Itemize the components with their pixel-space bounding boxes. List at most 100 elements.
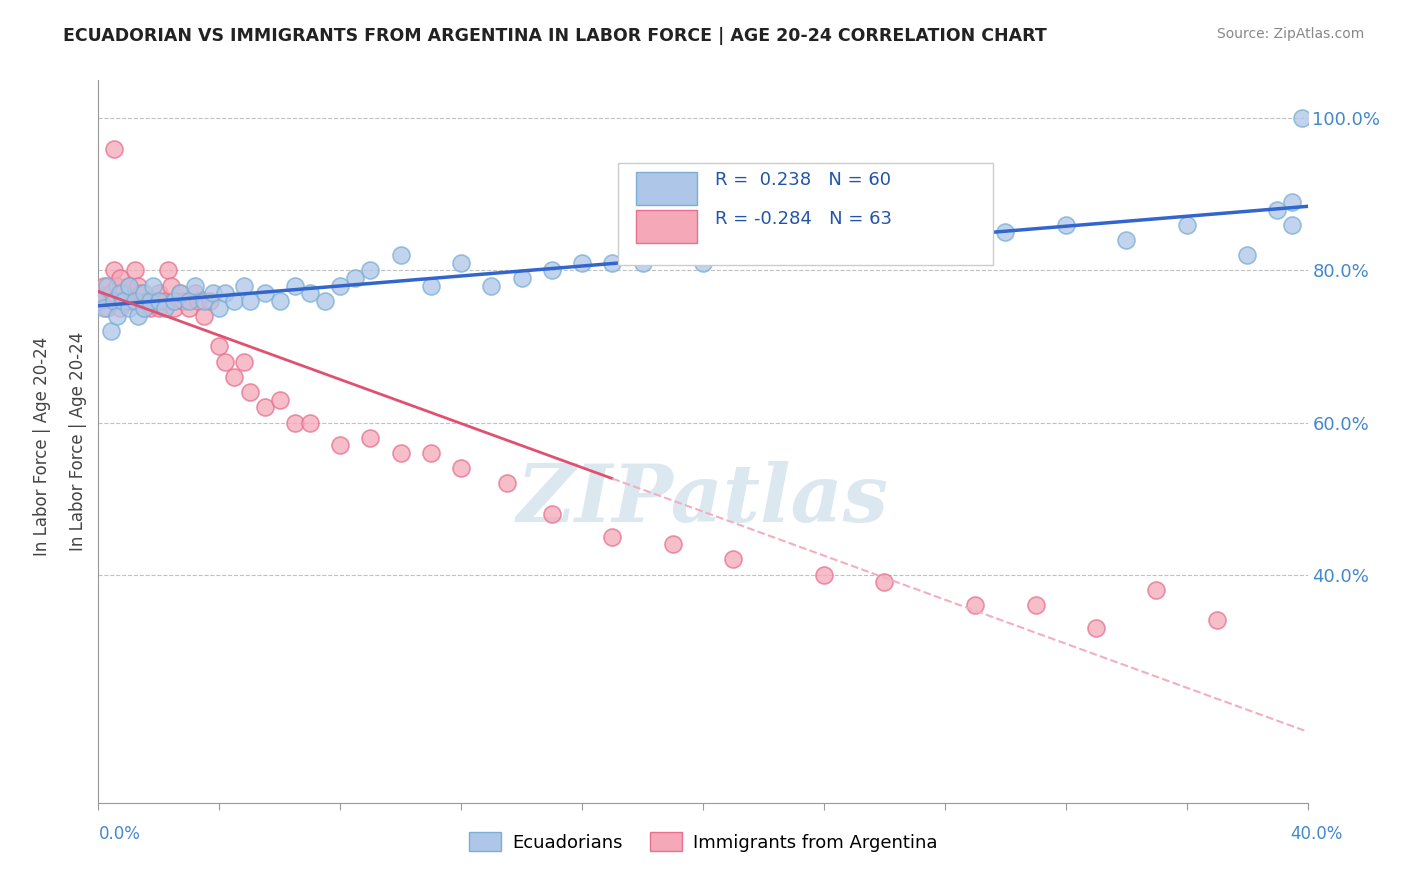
FancyBboxPatch shape — [637, 211, 697, 243]
Point — [139, 293, 162, 308]
Point — [200, 293, 222, 308]
Point — [1144, 582, 1167, 597]
Point — [314, 293, 336, 308]
Point — [111, 286, 134, 301]
Point — [108, 286, 131, 301]
Text: R =  0.238   N = 60: R = 0.238 N = 60 — [716, 171, 891, 189]
Point — [571, 256, 593, 270]
Point — [163, 301, 186, 316]
Point — [1281, 194, 1303, 209]
Point — [329, 438, 352, 452]
Point — [124, 263, 146, 277]
Point — [360, 263, 382, 277]
Point — [1236, 248, 1258, 262]
Point — [193, 293, 215, 308]
Point — [172, 293, 194, 308]
Point — [148, 293, 170, 308]
Point — [108, 301, 131, 316]
Point — [121, 293, 143, 308]
Point — [179, 301, 201, 316]
Point — [108, 271, 131, 285]
Point — [103, 263, 125, 277]
Point — [510, 271, 533, 285]
Point — [389, 446, 412, 460]
Point — [105, 278, 128, 293]
Point — [87, 286, 110, 301]
Point — [389, 248, 412, 262]
Point — [187, 293, 209, 308]
Point — [132, 286, 155, 301]
Point — [163, 293, 186, 308]
Point — [232, 354, 254, 368]
Point — [111, 293, 134, 308]
Text: Source: ZipAtlas.com: Source: ZipAtlas.com — [1216, 27, 1364, 41]
Point — [284, 416, 307, 430]
Point — [602, 256, 624, 270]
Point — [540, 507, 562, 521]
Point — [692, 256, 714, 270]
Point — [145, 293, 167, 308]
Point — [329, 278, 352, 293]
Point — [631, 256, 654, 270]
Point — [299, 416, 322, 430]
Point — [148, 286, 170, 301]
Point — [813, 567, 835, 582]
Point — [723, 552, 745, 566]
Point — [450, 461, 472, 475]
Point — [208, 301, 231, 316]
Text: In Labor Force | Age 20-24: In Labor Force | Age 20-24 — [34, 336, 51, 556]
Text: 0.0%: 0.0% — [98, 825, 141, 843]
Point — [965, 598, 987, 612]
Point — [103, 142, 125, 156]
Text: 40.0%: 40.0% — [1291, 825, 1343, 843]
Point — [253, 286, 276, 301]
Point — [420, 446, 443, 460]
Point — [1054, 218, 1077, 232]
Point — [132, 301, 155, 316]
Point — [124, 293, 146, 308]
Point — [1024, 598, 1046, 612]
Point — [1291, 112, 1313, 126]
Point — [239, 293, 262, 308]
Legend: Ecuadorians, Immigrants from Argentina: Ecuadorians, Immigrants from Argentina — [461, 825, 945, 859]
Point — [118, 278, 141, 293]
Point — [100, 324, 122, 338]
Point — [87, 293, 110, 308]
Point — [93, 301, 115, 316]
Point — [224, 293, 246, 308]
Point — [208, 339, 231, 353]
Point — [193, 309, 215, 323]
Point — [114, 293, 136, 308]
Point — [214, 286, 236, 301]
Point — [602, 530, 624, 544]
Point — [96, 301, 118, 316]
Y-axis label: In Labor Force | Age 20-24: In Labor Force | Age 20-24 — [69, 332, 87, 551]
Point — [253, 401, 276, 415]
Point — [1115, 233, 1137, 247]
Point — [93, 278, 115, 293]
Point — [224, 370, 246, 384]
Point — [153, 293, 176, 308]
Text: ECUADORIAN VS IMMIGRANTS FROM ARGENTINA IN LABOR FORCE | AGE 20-24 CORRELATION C: ECUADORIAN VS IMMIGRANTS FROM ARGENTINA … — [63, 27, 1047, 45]
Point — [96, 278, 118, 293]
Point — [299, 286, 322, 301]
Point — [105, 309, 128, 323]
Point — [344, 271, 367, 285]
Point — [142, 293, 165, 308]
Point — [100, 286, 122, 301]
Point — [1175, 218, 1198, 232]
Point — [118, 278, 141, 293]
Point — [118, 301, 141, 316]
Point — [179, 293, 201, 308]
Point — [1267, 202, 1289, 217]
Point — [163, 293, 186, 308]
Text: ZIPatlas: ZIPatlas — [517, 460, 889, 538]
Point — [239, 385, 262, 400]
Point — [135, 293, 157, 308]
Point — [450, 256, 472, 270]
Point — [232, 278, 254, 293]
Point — [202, 286, 225, 301]
Point — [118, 293, 141, 308]
Point — [127, 309, 149, 323]
Point — [184, 278, 207, 293]
